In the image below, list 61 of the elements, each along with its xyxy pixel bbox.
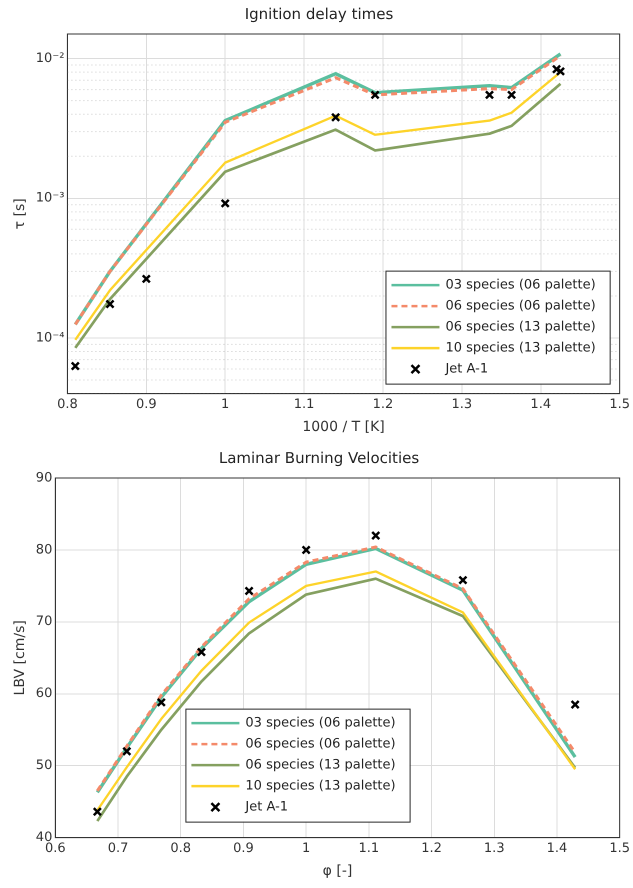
x-tick-label: 1.2	[372, 396, 394, 412]
y-tick-label: 60	[36, 686, 52, 702]
x-tick-label: 1.2	[421, 840, 442, 856]
x-axis-title: φ [-]	[322, 863, 352, 880]
point	[70, 361, 80, 371]
point	[142, 274, 152, 284]
y-tick-label: 70	[36, 614, 52, 630]
point	[92, 806, 102, 816]
legend-label: 06 species (06 palette)	[445, 298, 596, 314]
legend-label: 03 species (06 palette)	[445, 277, 596, 292]
x-tick-label: 1.1	[294, 396, 314, 412]
y-tick-label: 90	[36, 470, 52, 486]
y-axis-title: LBV [cm/s]	[12, 620, 28, 696]
x-tick-label: 1.4	[530, 396, 552, 412]
x-tick-label: 0.8	[57, 396, 78, 412]
legend-label: 03 species (06 palette)	[245, 715, 396, 730]
x-tick-label: 1	[221, 396, 230, 412]
point	[506, 90, 516, 100]
point	[105, 299, 115, 309]
x-tick-label: 1	[302, 840, 310, 856]
x-tick-label: 0.9	[136, 396, 157, 412]
y-tick-label: 10⁻²	[36, 50, 64, 66]
point	[370, 90, 380, 100]
x-tick-label: 0.8	[170, 840, 192, 856]
x-tick-label: 1.5	[609, 840, 630, 856]
point	[330, 112, 340, 122]
point	[156, 698, 166, 708]
point	[244, 586, 254, 596]
point	[570, 700, 580, 710]
point	[370, 530, 381, 540]
legend-label: 06 species (06 palette)	[245, 736, 396, 752]
point	[196, 647, 206, 657]
point	[484, 90, 494, 100]
y-tick-label: 50	[36, 758, 52, 774]
point	[122, 746, 132, 756]
x-tick-label: 0.7	[108, 840, 128, 856]
legend-label: 06 species (13 palette)	[445, 319, 596, 334]
x-tick-label: 1.5	[609, 396, 630, 412]
y-tick-label: 80	[36, 542, 52, 558]
point	[556, 66, 566, 76]
legend-label: 10 species (13 palette)	[445, 340, 596, 356]
y-axis-title: τ [s]	[12, 198, 28, 230]
point	[220, 198, 230, 208]
x-tick-label: 1.4	[546, 840, 568, 856]
x-tick-label: 0.6	[45, 840, 66, 856]
legend-label: 10 species (13 palette)	[245, 778, 396, 794]
x-tick-label: 1.3	[452, 396, 472, 412]
chart-title: Laminar Burning Velocities	[218, 448, 420, 467]
point	[301, 545, 311, 555]
y-tick-label: 10⁻³	[36, 190, 64, 206]
legend-label: 06 species (13 palette)	[245, 757, 396, 772]
x-tick-label: 1.3	[484, 840, 505, 856]
legend-label: Jet A-1	[244, 799, 288, 814]
chart-title: Ignition delay times	[244, 4, 394, 23]
x-axis-title: 1000 / T [K]	[302, 419, 385, 436]
legend-label: Jet A-1	[444, 361, 488, 376]
x-tick-label: 0.9	[233, 840, 254, 856]
y-tick-label: 10⁻⁴	[36, 330, 64, 346]
point	[458, 575, 468, 585]
x-tick-label: 1.1	[358, 840, 380, 856]
point	[552, 64, 562, 74]
